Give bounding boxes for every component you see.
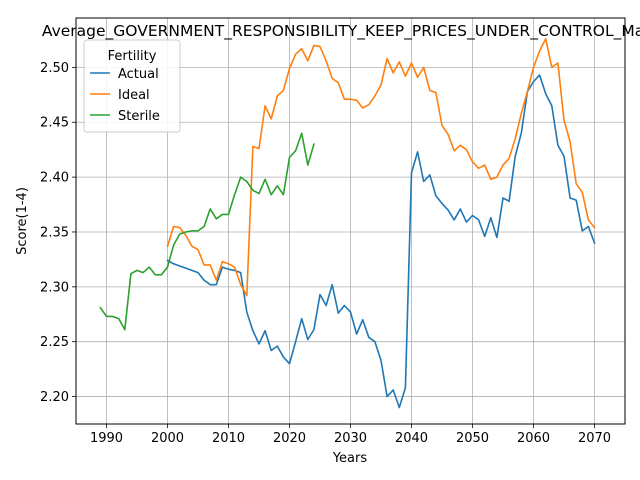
legend-label-actual: Actual	[118, 67, 159, 82]
y-axis-label: Score(1-4)	[15, 187, 30, 255]
series-line-sterile	[99, 132, 315, 331]
y-tick-label: 2.45	[40, 116, 69, 131]
y-tick-label: 2.40	[40, 171, 69, 186]
y-tick-label: 2.20	[40, 390, 69, 405]
legend-title: Fertility	[108, 49, 157, 64]
x-tick-label: 2010	[212, 431, 245, 446]
y-tick-label: 2.35	[40, 225, 69, 240]
y-tick-label: 2.50	[40, 61, 69, 76]
legend: Fertility Actual Ideal Sterile	[83, 39, 181, 133]
x-tick-label: 2060	[517, 431, 550, 446]
axis-ticks: 1990 2000 2010 2020 2030 2040 2050 2060 2070 2.20…	[40, 61, 611, 446]
x-tick-label: 1990	[90, 431, 123, 446]
y-tick-label: 2.25	[40, 335, 69, 350]
x-tick-label: 2020	[273, 431, 306, 446]
series-line-actual	[166, 74, 596, 409]
x-tick-label: 2050	[456, 431, 489, 446]
x-tick-label: 2000	[151, 431, 184, 446]
x-tick-label: 2030	[334, 431, 367, 446]
x-tick-label: 2070	[578, 431, 611, 446]
series-line-ideal	[166, 38, 596, 297]
legend-label-sterile: Sterile	[118, 109, 160, 124]
series-lines	[99, 38, 596, 409]
grid	[76, 18, 625, 424]
y-tick-label: 2.30	[40, 280, 69, 295]
legend-box	[83, 39, 181, 133]
legend-label-ideal: Ideal	[118, 88, 150, 103]
x-axis-label: Years	[332, 451, 368, 466]
x-tick-label: 2040	[395, 431, 428, 446]
chart-title: Average_GOVERNMENT_RESPONSIBILITY_KEEP_P…	[42, 22, 640, 41]
